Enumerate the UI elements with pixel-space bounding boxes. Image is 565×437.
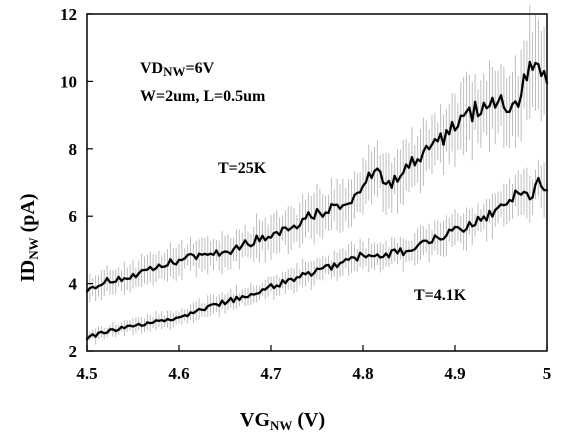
y-tick-label: 8 — [69, 140, 78, 159]
x-axis-ticks: 4.5 4.6 4.7 4.8 4.9 5 — [76, 345, 551, 383]
x-tick-label: 4.9 — [444, 364, 465, 383]
plot-frame — [86, 13, 548, 352]
error-bars — [85, 5, 549, 347]
x-tick-label: 4.5 — [76, 364, 97, 383]
y-axis-ticks: 2 4 6 8 10 12 — [60, 5, 93, 361]
x-tick-label: 4.6 — [168, 364, 189, 383]
annotation-vd: VDNW=6V — [140, 60, 215, 79]
annotation-t41: T=4.1K — [414, 287, 467, 304]
series-lines — [86, 60, 549, 340]
x-tick-label: 5 — [543, 364, 552, 383]
annotation-t25: T=25K — [218, 160, 267, 177]
annotation-geometry: W=2um, L=0.5um — [140, 88, 266, 105]
series-line — [86, 177, 548, 340]
x-tick-label: 4.8 — [352, 364, 373, 383]
y-tick-label: 6 — [69, 207, 78, 226]
y-axis-title: IDNW (pA) — [17, 193, 41, 282]
y-tick-label: 4 — [69, 275, 78, 294]
y-tick-label: 2 — [69, 342, 78, 361]
series-line — [86, 60, 549, 293]
y-tick-label: 12 — [60, 5, 77, 24]
y-tick-label: 10 — [60, 72, 77, 91]
x-axis-title: VGNW (V) — [240, 409, 325, 433]
x-tick-label: 4.7 — [260, 364, 282, 383]
